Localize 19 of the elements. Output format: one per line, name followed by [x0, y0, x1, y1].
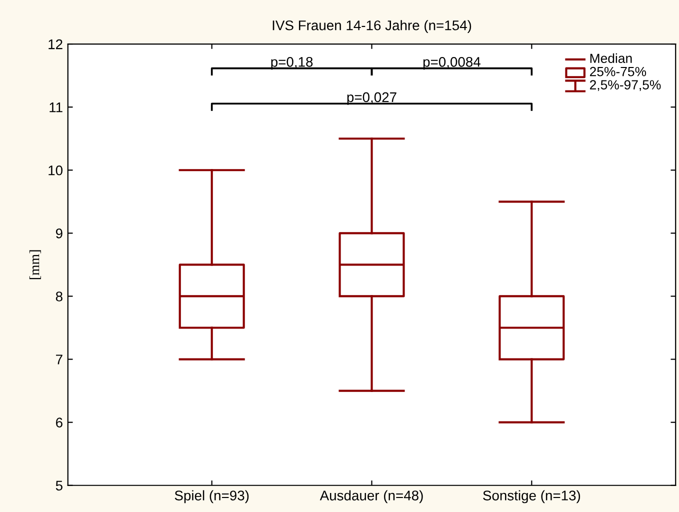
chart-title: IVS Frauen 14-16 Jahre (n=154) [272, 20, 472, 34]
y-tick-label: 6 [56, 418, 62, 428]
y-axis-title: [mm] [29, 250, 41, 280]
y-tick-label: 11 [50, 102, 62, 112]
annotation: Median [590, 53, 632, 64]
annotation: p=0,027 [347, 92, 396, 105]
x-tick-label: Spiel (n=93) [174, 490, 249, 504]
y-tick-label: 8 [56, 292, 62, 302]
annotation: p=0,18 [271, 56, 313, 70]
y-tick-label: 10 [48, 165, 62, 176]
y-tick-label: 12 [48, 39, 62, 50]
x-tick-label: Ausdauer (n=48) [320, 490, 423, 504]
annotation: 2,5%-97,5% [590, 80, 661, 92]
annotation: 25%-75% [590, 66, 646, 76]
annotation: p=0,0084 [423, 56, 480, 70]
y-tick-label: 9 [56, 228, 62, 238]
y-tick-label: 7 [56, 354, 62, 364]
x-tick-label: Sonstige (n=13) [483, 490, 580, 504]
y-tick-label: 5 [56, 480, 62, 491]
